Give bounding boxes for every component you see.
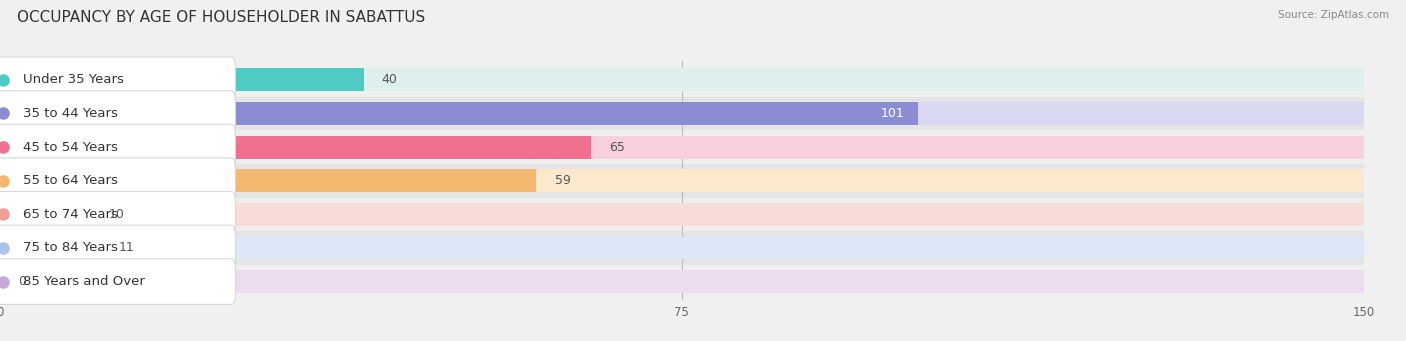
Bar bbox=[0, 69, 364, 91]
Text: 75 to 84 Years: 75 to 84 Years bbox=[22, 241, 118, 254]
Text: Source: ZipAtlas.com: Source: ZipAtlas.com bbox=[1278, 10, 1389, 20]
Bar bbox=[0, 237, 100, 260]
FancyBboxPatch shape bbox=[0, 91, 235, 136]
Bar bbox=[0, 265, 1406, 298]
FancyBboxPatch shape bbox=[0, 124, 235, 170]
Bar bbox=[0, 102, 1364, 125]
FancyBboxPatch shape bbox=[0, 192, 235, 237]
Text: 55 to 64 Years: 55 to 64 Years bbox=[22, 174, 118, 187]
FancyBboxPatch shape bbox=[0, 259, 235, 305]
Text: 10: 10 bbox=[110, 208, 125, 221]
Text: OCCUPANCY BY AGE OF HOUSEHOLDER IN SABATTUS: OCCUPANCY BY AGE OF HOUSEHOLDER IN SABAT… bbox=[17, 10, 425, 25]
Bar bbox=[0, 69, 1364, 91]
Text: 35 to 44 Years: 35 to 44 Years bbox=[22, 107, 118, 120]
Text: 0: 0 bbox=[18, 275, 27, 288]
Bar bbox=[0, 102, 918, 125]
Text: 40: 40 bbox=[382, 73, 398, 86]
Text: 65 to 74 Years: 65 to 74 Years bbox=[22, 208, 118, 221]
Bar bbox=[0, 136, 591, 159]
FancyBboxPatch shape bbox=[0, 158, 235, 204]
Bar bbox=[0, 136, 1364, 159]
Text: 65: 65 bbox=[609, 140, 626, 153]
Bar bbox=[0, 231, 1406, 265]
FancyBboxPatch shape bbox=[0, 57, 235, 103]
Bar bbox=[0, 203, 1364, 226]
FancyBboxPatch shape bbox=[0, 225, 235, 271]
Text: 101: 101 bbox=[882, 107, 904, 120]
Bar bbox=[0, 169, 537, 192]
Bar bbox=[0, 203, 91, 226]
Text: 85 Years and Over: 85 Years and Over bbox=[22, 275, 145, 288]
Text: 59: 59 bbox=[554, 174, 571, 187]
Bar bbox=[0, 97, 1406, 130]
Bar bbox=[0, 63, 1406, 97]
Text: Under 35 Years: Under 35 Years bbox=[22, 73, 124, 86]
Text: 45 to 54 Years: 45 to 54 Years bbox=[22, 140, 118, 153]
Text: 11: 11 bbox=[118, 241, 134, 254]
Bar bbox=[0, 164, 1406, 197]
Bar bbox=[0, 130, 1406, 164]
Bar bbox=[0, 270, 1364, 293]
Bar bbox=[0, 197, 1406, 231]
Bar bbox=[0, 169, 1364, 192]
Bar bbox=[0, 237, 1364, 260]
